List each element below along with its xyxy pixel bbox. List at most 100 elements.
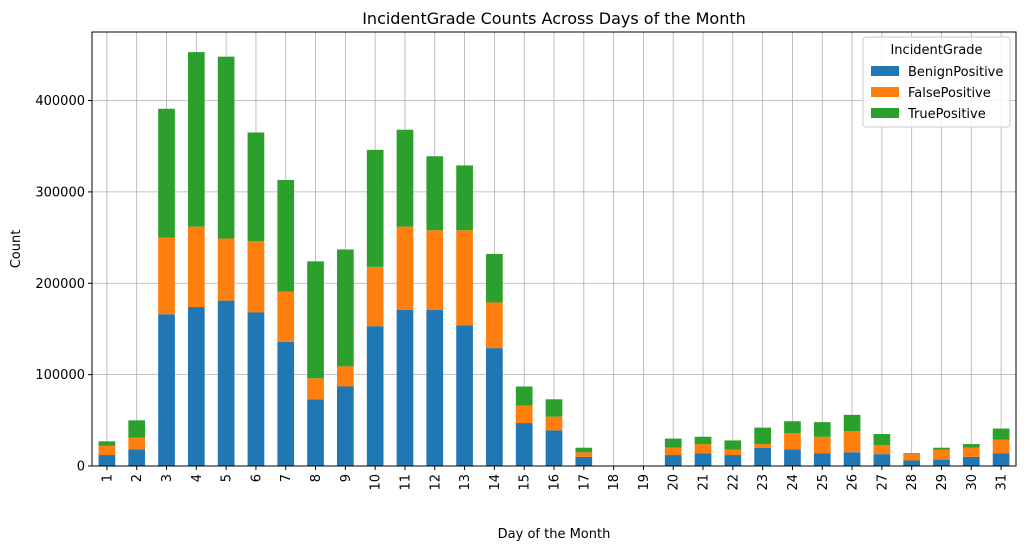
legend-label: BenignPositive (908, 65, 1003, 80)
bar-segment (247, 312, 265, 466)
bar-segment (903, 454, 921, 461)
x-tick-label: 15 (518, 474, 533, 491)
bar-segment (217, 238, 235, 301)
x-tick-label: 25 (816, 474, 831, 491)
x-tick-label: 4 (190, 474, 205, 482)
bar-segment (992, 439, 1010, 454)
bar-segment (575, 452, 593, 457)
bar-segment (307, 378, 324, 400)
x-axis-title: Day of the Month (498, 527, 611, 542)
x-tick-label: 19 (637, 474, 652, 491)
bar-segment (307, 399, 324, 466)
bar-segment (187, 226, 205, 308)
bar-segment (694, 436, 712, 445)
bar-segment (903, 453, 921, 455)
bar-segment (337, 249, 354, 367)
bar-segment (366, 266, 384, 327)
bar-segment (307, 261, 324, 379)
bar-segment (843, 452, 861, 466)
bar-segment (873, 434, 891, 445)
x-tick-label: 30 (965, 474, 980, 491)
bar-segment (903, 460, 921, 466)
x-tick-label: 12 (428, 474, 443, 491)
bar-segment (158, 314, 175, 466)
y-axis-title: Count (9, 230, 24, 269)
bar-segment (962, 444, 980, 448)
x-tick-label: 8 (309, 474, 324, 482)
bar-segment (456, 165, 473, 231)
legend-box (862, 36, 1011, 128)
bar-segment (486, 302, 503, 349)
x-tick-label: 22 (726, 474, 741, 491)
x-tick-label: 14 (488, 474, 503, 491)
x-tick-label: 11 (398, 474, 413, 491)
bar-segment (128, 449, 146, 466)
x-tick-label: 21 (697, 474, 712, 491)
x-tick-label: 6 (249, 474, 264, 482)
bar-segment (396, 226, 414, 310)
bar-segment (486, 348, 503, 466)
chart-title: IncidentGrade Counts Across Days of the … (362, 9, 746, 28)
bar-segment (396, 129, 414, 227)
bar-segment (933, 449, 950, 460)
bar-segment (664, 455, 682, 466)
x-tick-label: 5 (220, 474, 235, 482)
bar-segment (217, 300, 235, 466)
bar-segment (724, 449, 742, 456)
bar-segment (813, 436, 831, 454)
bar-segment (366, 326, 384, 466)
bar-segment (337, 386, 354, 466)
bar-segment (784, 449, 801, 466)
x-tick-label: 1 (100, 474, 115, 482)
bar-segment (98, 455, 116, 466)
x-tick-label: 29 (935, 474, 950, 491)
x-tick-label: 9 (339, 474, 354, 482)
bar-segment (277, 291, 295, 342)
bar-segment (456, 325, 473, 466)
bar-segment (426, 309, 444, 466)
legend: IncidentGrade BenignPositive FalsePositive… (862, 36, 1011, 128)
bar-segment (545, 399, 563, 417)
bars-layer (98, 52, 1010, 466)
bar-segment (456, 230, 473, 326)
x-tick-label: 3 (160, 474, 175, 482)
x-tick-label: 23 (756, 474, 771, 491)
bar-segment (515, 405, 533, 424)
bar-segment (784, 421, 801, 434)
x-tick-label: 17 (577, 474, 592, 491)
bar-segment (128, 420, 146, 438)
bar-segment (98, 445, 116, 456)
bar-segment (426, 156, 444, 231)
legend-swatch (871, 108, 899, 118)
x-tick-label: 31 (995, 474, 1010, 491)
bar-segment (694, 453, 712, 466)
bar-segment (545, 416, 563, 431)
bar-segment (843, 414, 861, 432)
y-tick-label: 100000 (35, 368, 85, 383)
x-tick-label: 20 (667, 474, 682, 491)
x-tick-label: 28 (905, 474, 920, 491)
bar-segment (187, 52, 205, 227)
bar-segment (217, 56, 235, 239)
bar-segment (128, 437, 146, 450)
bar-segment (843, 431, 861, 453)
x-tick-label: 27 (875, 474, 890, 491)
bar-segment (933, 447, 950, 450)
bar-segment (426, 230, 444, 310)
bar-segment (98, 441, 116, 446)
bar-segment (664, 438, 682, 448)
legend-swatch (871, 66, 899, 76)
bar-segment (724, 455, 742, 466)
y-tick-label: 0 (77, 460, 85, 475)
bar-segment (515, 423, 533, 466)
bar-segment (754, 444, 771, 448)
bar-segment (962, 447, 980, 457)
legend-label: FalsePositive (908, 86, 991, 101)
bar-segment (784, 433, 801, 450)
bar-segment (575, 447, 593, 453)
bar-segment (694, 444, 712, 454)
x-tick-label: 10 (369, 474, 384, 491)
x-tick-label: 2 (130, 474, 145, 482)
bar-segment (992, 453, 1010, 466)
